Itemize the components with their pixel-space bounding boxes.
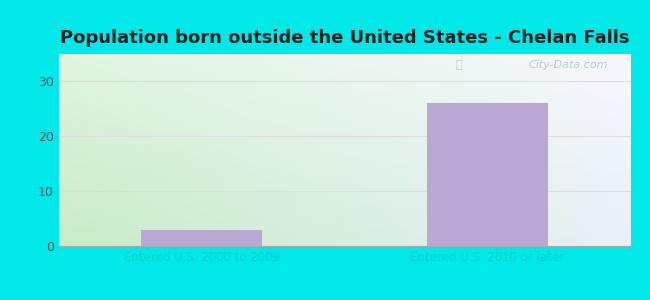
Bar <box>142 230 261 246</box>
Text: City-Data.com: City-Data.com <box>528 60 608 70</box>
Title: Population born outside the United States - Chelan Falls: Population born outside the United State… <box>60 29 629 47</box>
Text: ⓘ: ⓘ <box>455 60 461 70</box>
Bar <box>428 103 547 246</box>
